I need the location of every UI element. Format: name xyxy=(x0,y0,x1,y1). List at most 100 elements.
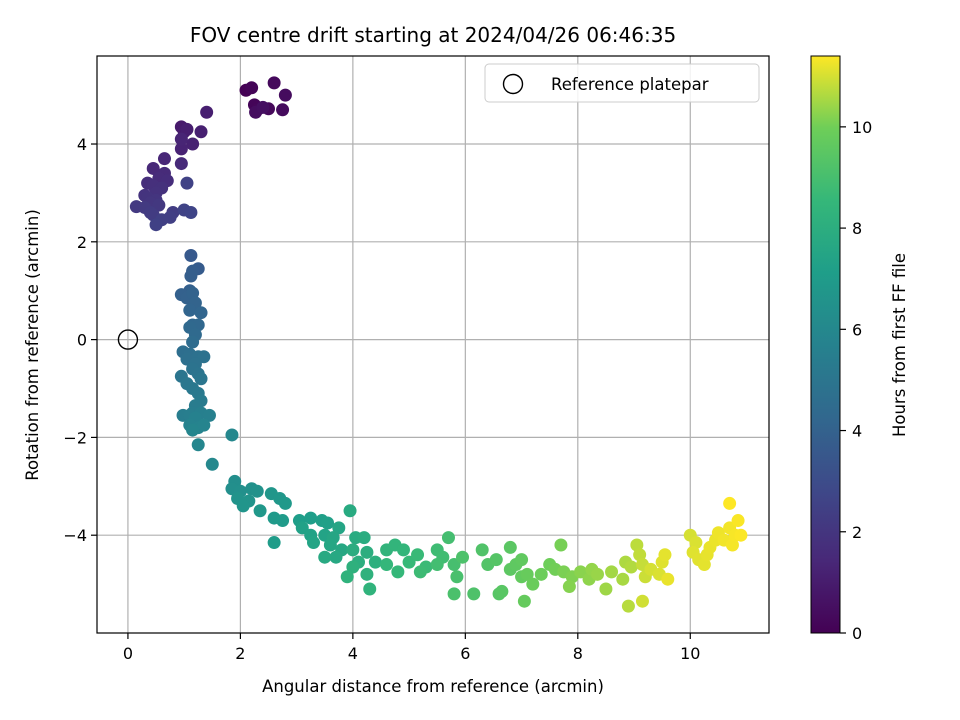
x-axis-label: Angular distance from reference (arcmin) xyxy=(262,677,604,696)
scatter-point xyxy=(357,531,371,545)
scatter-point xyxy=(624,560,638,574)
scatter-point xyxy=(616,572,630,586)
y-tick-label: 0 xyxy=(77,331,87,350)
scatter-point xyxy=(346,543,360,557)
scatter-point xyxy=(278,88,292,102)
scatter-point xyxy=(180,176,194,190)
scatter-point xyxy=(184,205,198,219)
scatter-point xyxy=(191,438,205,452)
scatter-point xyxy=(413,565,427,579)
scatter-point xyxy=(146,161,160,175)
scatter-points xyxy=(129,76,748,613)
scatter-point xyxy=(447,558,461,572)
scatter-point xyxy=(447,587,461,601)
scatter-point xyxy=(318,550,332,564)
scatter-point xyxy=(411,548,425,562)
scatter-point xyxy=(267,76,281,90)
scatter-point xyxy=(534,567,548,581)
scatter-point xyxy=(363,582,377,596)
scatter-point xyxy=(360,545,374,559)
scatter-point xyxy=(276,103,290,117)
scatter-point xyxy=(731,514,745,528)
colorbar-tick-label: 6 xyxy=(852,320,862,339)
scatter-point xyxy=(599,582,613,596)
scatter-point xyxy=(396,543,410,557)
y-tick-label: −4 xyxy=(63,526,87,545)
colorbar-tick-label: 8 xyxy=(852,219,862,238)
scatter-point xyxy=(503,540,517,554)
colorbar-ticks: 0 2 4 6 8 10 xyxy=(840,118,872,643)
legend-reference-marker xyxy=(502,73,524,95)
scatter-point xyxy=(467,587,481,601)
scatter-point xyxy=(456,550,470,564)
x-tick-label: 8 xyxy=(573,644,583,663)
x-tick-label: 2 xyxy=(235,644,245,663)
scatter-point xyxy=(621,599,635,613)
scatter-point xyxy=(475,543,489,557)
scatter-point xyxy=(174,132,188,146)
scatter-point xyxy=(174,157,188,171)
scatter-point xyxy=(689,536,703,550)
x-axis-ticks: 0 2 4 6 8 10 xyxy=(123,633,700,663)
scatter-point xyxy=(520,567,534,581)
scatter-point xyxy=(554,538,568,552)
colorbar-tick-label: 4 xyxy=(852,422,862,441)
scatter-point xyxy=(194,372,208,386)
scatter-point xyxy=(340,570,354,584)
scatter-point xyxy=(661,572,675,586)
scatter-point xyxy=(725,538,739,552)
scatter-point xyxy=(276,514,290,528)
colorbar-label: Hours from first FF file xyxy=(890,253,909,437)
scatter-point xyxy=(184,249,198,263)
scatter-point xyxy=(267,536,281,550)
scatter-point xyxy=(368,555,382,569)
scatter-point xyxy=(734,528,748,542)
scatter-point xyxy=(304,511,318,525)
scatter-point xyxy=(295,521,309,535)
scatter-point xyxy=(245,81,259,95)
scatter-point xyxy=(723,496,737,510)
scatter-point xyxy=(186,137,200,151)
scatter-point xyxy=(186,335,200,349)
scatter-point xyxy=(605,565,619,579)
x-tick-label: 10 xyxy=(680,644,700,663)
legend-box xyxy=(484,63,760,103)
reference-platepar-point xyxy=(117,329,139,350)
y-axis-label: Rotation from reference (arcmin) xyxy=(23,209,42,481)
x-tick-label: 0 xyxy=(123,644,133,663)
scatter-point xyxy=(526,577,540,591)
scatter-point xyxy=(253,504,267,518)
scatter-point xyxy=(495,584,509,598)
scatter-point xyxy=(250,484,264,498)
scatter-point xyxy=(157,152,171,166)
scatter-point xyxy=(697,558,711,572)
scatter-point xyxy=(236,499,250,513)
colorbar-gradient xyxy=(810,55,841,634)
scatter-point xyxy=(441,531,455,545)
scatter-point xyxy=(402,555,416,569)
scatter-point xyxy=(635,594,649,608)
scatter-point xyxy=(174,142,188,156)
scatter-point xyxy=(360,567,374,581)
colorbar-tick-label: 2 xyxy=(852,523,862,542)
scatter-point xyxy=(517,594,531,608)
reference-marker xyxy=(117,329,139,350)
scatter-point xyxy=(197,418,211,432)
scatter-point xyxy=(180,122,194,136)
grid-lines xyxy=(97,56,769,633)
scatter-point xyxy=(343,504,357,518)
scatter-point xyxy=(323,538,337,552)
scatter-point xyxy=(590,567,604,581)
scatter-point xyxy=(633,548,647,562)
scatter-point xyxy=(256,100,270,114)
scatter-point xyxy=(202,408,216,422)
colorbar: 0 2 4 6 8 10 Hours from first FF file xyxy=(810,55,909,643)
colorbar-tick-label: 0 xyxy=(852,624,862,643)
scatter-point xyxy=(574,565,588,579)
scatter-point xyxy=(186,423,200,437)
x-tick-label: 6 xyxy=(460,644,470,663)
plot-frame xyxy=(96,55,770,634)
x-tick-label: 4 xyxy=(348,644,358,663)
scatter-point xyxy=(183,303,197,317)
